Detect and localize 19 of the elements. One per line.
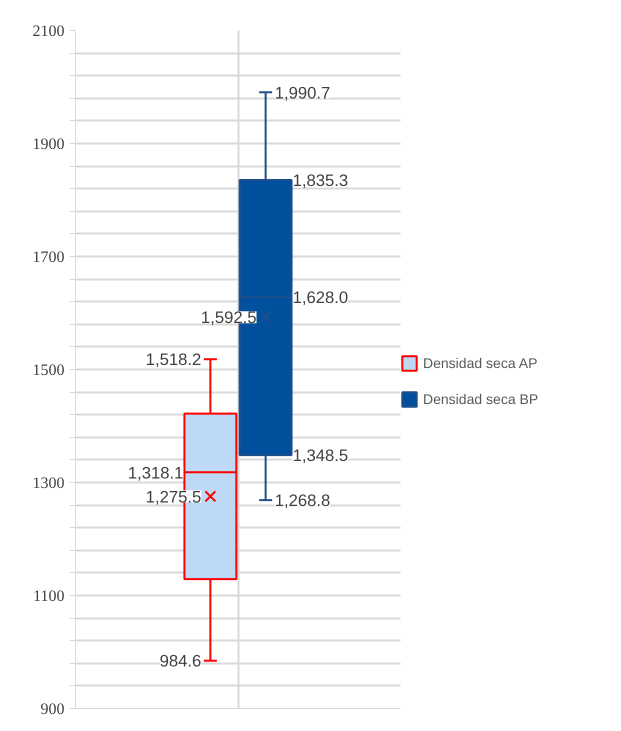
y-tick-label: 1300 [32,475,64,492]
text: 1,835.3 [292,171,348,190]
y-tick-label: 1100 [33,588,64,605]
text: 1,348.5 [292,446,348,466]
legend-label: Densidad seca AP [423,355,538,371]
text: 1,990.7 [274,83,330,102]
y-tick-label: 900 [40,701,64,718]
text: 984.6 [160,652,202,671]
y-tick-label: 1700 [32,249,64,266]
text: 1,268.8 [274,491,330,510]
y-tick-label: 2100 [32,23,64,40]
legend-label: Densidad seca BP [423,391,538,407]
text: 1,275.5 [146,487,202,506]
y-tick-label: 1500 [32,362,64,379]
text: 1,318.1 [128,463,184,482]
text: 1,628.0 [292,288,348,308]
text: 1,518.2 [146,350,202,370]
y-tick-label: 1900 [32,136,64,153]
text: 1,592.5 [200,308,257,328]
